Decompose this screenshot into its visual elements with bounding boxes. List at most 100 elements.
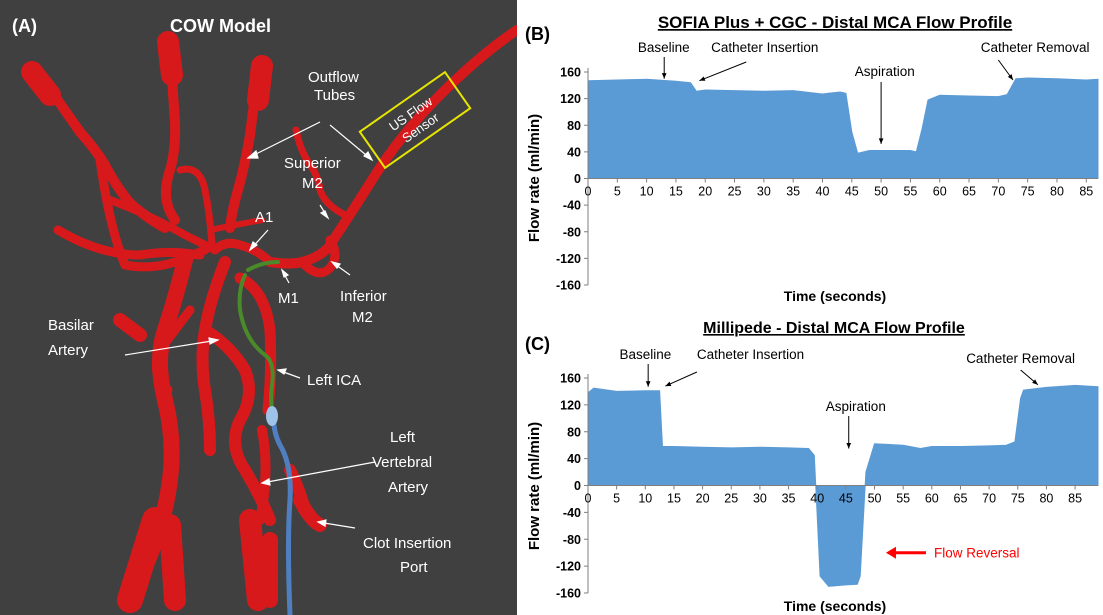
annotation-arrow xyxy=(699,61,747,82)
y-tick-label: -160 xyxy=(556,279,581,293)
chart-b-title: SOFIA Plus + CGC - Distal MCA Flow Profi… xyxy=(658,13,1012,32)
x-tick-label: 55 xyxy=(903,185,917,199)
label-basilar-artery: Basilar xyxy=(48,317,94,334)
label-clot-insertion-port: Clot Insertion xyxy=(363,535,451,552)
x-tick-label: 0 xyxy=(585,492,592,506)
x-tick-label: 20 xyxy=(698,185,712,199)
annotation-arrowhead xyxy=(1007,74,1013,80)
annotation-arrowhead xyxy=(1032,379,1038,385)
y-tick-label: -120 xyxy=(556,560,581,574)
x-tick-label: 35 xyxy=(782,492,796,506)
x-tick-label: 50 xyxy=(868,492,882,506)
x-tick-label: 80 xyxy=(1050,185,1064,199)
guide-catheter-green xyxy=(237,260,280,412)
annotation-arrowhead xyxy=(846,443,852,449)
x-tick-label: 5 xyxy=(613,492,620,506)
y-tick-label: 160 xyxy=(560,372,581,386)
x-tick-label: 60 xyxy=(925,492,939,506)
y-tick-label: 0 xyxy=(574,172,581,186)
annotation-label: Catheter Insertion xyxy=(697,347,804,362)
x-tick-label: 70 xyxy=(982,492,996,506)
x-tick-label: 25 xyxy=(724,492,738,506)
annotation-arrows xyxy=(124,121,376,529)
x-tick-label: 15 xyxy=(667,492,681,506)
label-outflow-tubes-2: Tubes xyxy=(314,87,355,104)
annotation-arrowhead xyxy=(645,381,651,387)
label-inferior-m2: Inferior xyxy=(340,288,387,305)
y-tick-label: 160 xyxy=(560,66,581,80)
annotation-label: Aspiration xyxy=(855,64,915,79)
flow-reversal-arrowhead xyxy=(885,546,896,559)
annotation-label: Baseline xyxy=(620,347,672,362)
annotation-arrow xyxy=(665,371,698,387)
x-tick-label: 45 xyxy=(845,185,859,199)
x-tick-label: 10 xyxy=(640,185,654,199)
x-tick-label: 30 xyxy=(757,185,771,199)
y-tick-label: -40 xyxy=(563,199,581,213)
y-tick-label: -80 xyxy=(563,225,581,239)
y-tick-label: 80 xyxy=(567,119,581,133)
millipede-flow-chart: (C) Millipede - Distal MCA Flow Profile … xyxy=(525,320,1099,614)
chart-c-title: Millipede - Distal MCA Flow Profile xyxy=(703,320,965,337)
annotation-arrowhead xyxy=(661,73,667,79)
x-tick-label: 40 xyxy=(816,185,830,199)
y-tick-label: 40 xyxy=(567,452,581,466)
catheter-hub xyxy=(266,406,278,426)
x-tick-label: 70 xyxy=(991,185,1005,199)
chart-c-xlabel: Time (seconds) xyxy=(784,598,886,614)
x-tick-label: 60 xyxy=(933,185,947,199)
cow-model-panel: US Flow Sensor (A) COW Model Outflow Tub… xyxy=(0,0,517,615)
x-tick-label: 65 xyxy=(962,185,976,199)
y-tick-label: 120 xyxy=(560,398,581,412)
label-left-vertebral-3: Artery xyxy=(388,479,429,496)
x-tick-label: 80 xyxy=(1039,492,1053,506)
y-tick-label: -80 xyxy=(563,533,581,547)
panel-b-letter: (B) xyxy=(525,24,550,44)
chart-b-ylabel: Flow rate (ml/min) xyxy=(526,114,543,242)
x-tick-label: 35 xyxy=(786,185,800,199)
x-tick-label: 65 xyxy=(954,492,968,506)
label-a1: A1 xyxy=(255,209,273,226)
chart-c-plot: 160 120 80 40 0 -40 -80 -120 -160 0 5 10 15 20 25 30 35 4… xyxy=(556,347,1099,601)
annotation-arrowhead xyxy=(878,138,884,144)
x-tick-label: 55 xyxy=(896,492,910,506)
x-tick-label: 40 xyxy=(810,492,824,506)
annotation-label: Catheter Removal xyxy=(966,351,1075,366)
aspiration-catheter-blue xyxy=(271,407,293,615)
annotation-label: Flow Reversal xyxy=(934,546,1020,561)
y-tick-label: -160 xyxy=(556,587,581,601)
x-tick-label: 10 xyxy=(638,492,652,506)
annotation-label: Catheter Insertion xyxy=(711,40,818,55)
x-tick-label: 15 xyxy=(669,185,683,199)
annotation-arrowhead xyxy=(699,76,706,81)
x-tick-label: 20 xyxy=(696,492,710,506)
x-tick-label: 75 xyxy=(1021,185,1035,199)
annotation-label: Catheter Removal xyxy=(981,40,1090,55)
x-tick-label: 45 xyxy=(839,492,853,506)
x-tick-label: 50 xyxy=(874,185,888,199)
sofia-flow-chart: (B) SOFIA Plus + CGC - Distal MCA Flow P… xyxy=(525,13,1099,304)
panel-c-letter: (C) xyxy=(525,334,550,354)
y-tick-label: -40 xyxy=(563,506,581,520)
annotation-label: Baseline xyxy=(638,40,690,55)
label-left-ica: Left ICA xyxy=(307,372,361,389)
x-tick-label: 30 xyxy=(753,492,767,506)
panel-a-title: COW Model xyxy=(170,16,271,36)
label-left-vertebral-2: Vertebral xyxy=(372,454,432,471)
label-superior-m2-2: M2 xyxy=(302,175,323,192)
x-tick-label: 25 xyxy=(728,185,742,199)
label-inferior-m2-2: M2 xyxy=(352,309,373,326)
chart-c-ylabel: Flow rate (ml/min) xyxy=(526,422,543,550)
chart-b-xlabel: Time (seconds) xyxy=(784,288,886,304)
x-tick-label: 0 xyxy=(585,185,592,199)
y-tick-label: 80 xyxy=(567,425,581,439)
x-tick-label: 85 xyxy=(1079,185,1093,199)
label-outflow-tubes: Outflow xyxy=(308,69,359,86)
y-tick-label: 40 xyxy=(567,145,581,159)
label-left-vertebral: Left xyxy=(390,429,416,446)
label-superior-m2: Superior xyxy=(284,155,341,172)
x-tick-label: 85 xyxy=(1068,492,1082,506)
flow-area-series xyxy=(587,77,1099,179)
y-tick-label: 0 xyxy=(574,479,581,493)
y-tick-label: 120 xyxy=(560,92,581,106)
